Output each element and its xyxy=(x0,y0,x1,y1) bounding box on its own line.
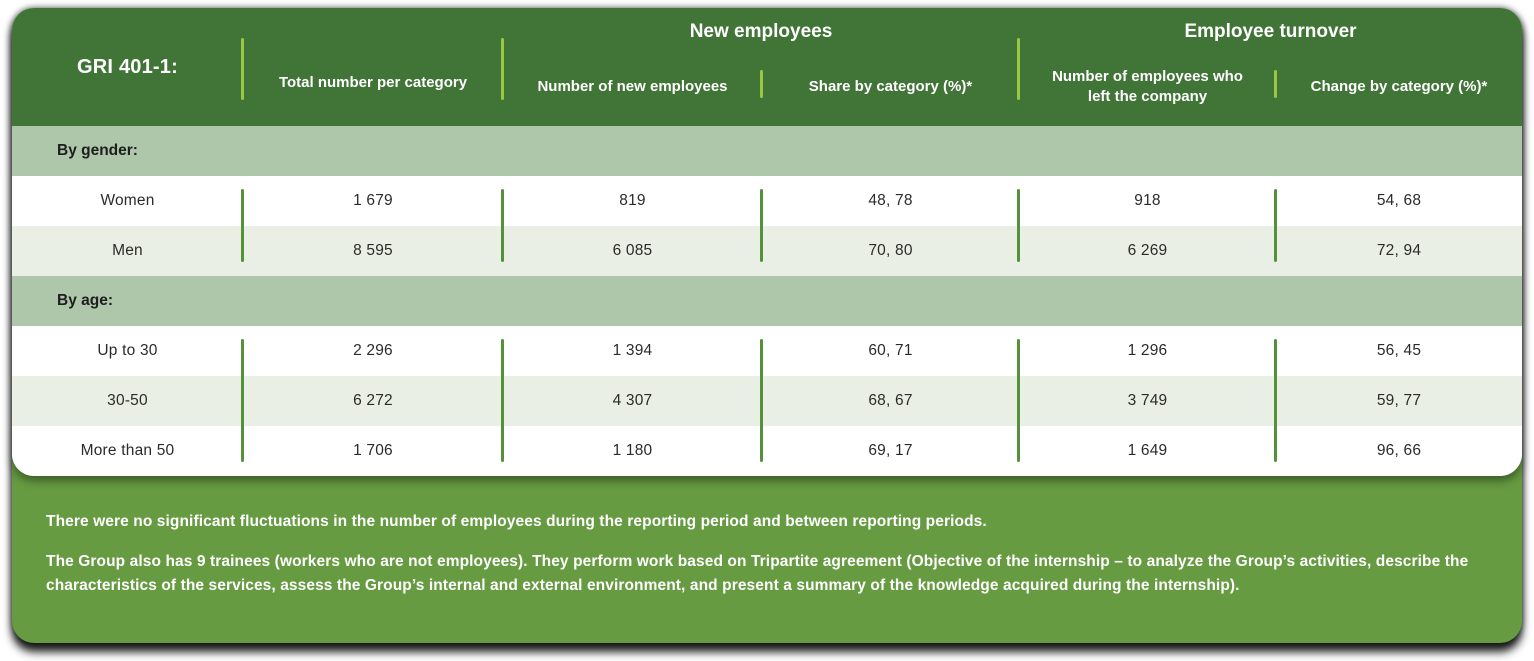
row-value-cell: 1 706 xyxy=(353,442,393,459)
note-paragraph: The Group also has 9 trainees (workers w… xyxy=(46,553,1469,594)
row-value-cell: 48, 78 xyxy=(868,192,913,209)
table-body: By gender: Women 1 679 819 48, 78 918 54, 68 Me… xyxy=(12,126,1522,476)
gri-401-1-panel: GRI 401-1: Total number per category New… xyxy=(12,8,1522,643)
body-column-divider xyxy=(501,339,504,462)
row-value-cell: 68, 67 xyxy=(868,392,913,409)
row-value-cell: 1 296 xyxy=(1127,342,1168,359)
body-column-divider xyxy=(760,189,763,262)
table-row: More than 50 1 706 1 180 69, 17 1 649 96, 66 xyxy=(12,426,1522,476)
body-column-divider xyxy=(760,339,763,462)
column-header-share-by-category: Share by category (%)* xyxy=(808,77,973,95)
column-header-employees-left-label: Number of employees who left the company xyxy=(1052,67,1243,105)
table-title: GRI 401-1: xyxy=(77,55,178,78)
row-value-cell: 4 307 xyxy=(612,392,653,409)
row-value-cell: 1 679 xyxy=(353,192,393,209)
row-value-cell: 1 649 xyxy=(1127,442,1168,459)
section-label: By age: xyxy=(57,292,113,309)
header-column-divider xyxy=(1274,70,1277,98)
row-value-cell: 72, 94 xyxy=(1376,242,1422,259)
note-paragraph: There were no significant fluctuations i… xyxy=(46,513,987,530)
row-category-cell: More than 50 xyxy=(80,442,175,459)
table-row: Up to 30 2 296 1 394 60, 71 1 296 56, 45 xyxy=(12,326,1522,376)
body-column-divider xyxy=(241,189,244,262)
header-column-divider xyxy=(760,70,763,98)
row-category-cell: Women xyxy=(100,192,155,209)
body-column-divider xyxy=(1017,189,1020,262)
group-header-new-employees: New employees xyxy=(689,21,833,42)
column-header-employees-left: Number of employees who left the company xyxy=(1019,58,1276,126)
header-column-divider xyxy=(501,38,504,100)
column-header-total: Total number per category xyxy=(278,73,468,91)
table-header: GRI 401-1: Total number per category New… xyxy=(12,8,1522,126)
column-header-change-by-category: Change by category (%)* xyxy=(1310,77,1488,95)
notes-section: There were no significant fluctuations i… xyxy=(12,476,1522,597)
table-row: Women 1 679 819 48, 78 918 54, 68 xyxy=(12,176,1522,226)
row-value-cell: 69, 17 xyxy=(868,442,913,459)
row-value-cell: 60, 71 xyxy=(868,342,913,359)
row-value-cell: 6 085 xyxy=(612,242,653,259)
table-row: Men 8 595 6 085 70, 80 6 269 72, 94 xyxy=(12,226,1522,276)
row-value-cell: 2 296 xyxy=(353,342,393,359)
header-column-divider xyxy=(1017,38,1020,100)
row-category-cell: Up to 30 xyxy=(97,342,158,359)
row-value-cell: 1 394 xyxy=(612,342,653,359)
row-value-cell: 6 269 xyxy=(1127,242,1168,259)
row-value-cell: 54, 68 xyxy=(1376,192,1422,209)
body-column-divider xyxy=(1274,339,1277,462)
row-value-cell: 3 749 xyxy=(1127,392,1168,409)
section-body: Up to 30 2 296 1 394 60, 71 1 296 56, 45 30-50… xyxy=(12,326,1522,476)
header-column-divider xyxy=(241,38,244,100)
row-value-cell: 819 xyxy=(619,192,646,209)
column-header-new-employees-number: Number of new employees xyxy=(537,77,728,95)
section-header-row: By gender: xyxy=(12,126,1522,176)
row-value-cell: 6 272 xyxy=(353,392,393,409)
row-value-cell: 96, 66 xyxy=(1376,442,1422,459)
body-column-divider xyxy=(501,189,504,262)
table-row: 30-50 6 272 4 307 68, 67 3 749 59, 77 xyxy=(12,376,1522,426)
body-column-divider xyxy=(1274,189,1277,262)
row-value-cell: 1 180 xyxy=(612,442,653,459)
section-label: By gender: xyxy=(57,142,138,159)
row-category-cell: 30-50 xyxy=(107,392,148,409)
row-value-cell: 70, 80 xyxy=(868,242,913,259)
row-category-cell: Men xyxy=(112,242,143,259)
body-column-divider xyxy=(1017,339,1020,462)
group-header-employee-turnover: Employee turnover xyxy=(1184,21,1357,42)
row-value-cell: 59, 77 xyxy=(1376,392,1422,409)
section-header-row: By age: xyxy=(12,276,1522,326)
row-value-cell: 56, 45 xyxy=(1376,342,1422,359)
gri-401-1-table: GRI 401-1: Total number per category New… xyxy=(12,8,1522,476)
body-column-divider xyxy=(241,339,244,462)
row-value-cell: 8 595 xyxy=(353,242,393,259)
row-value-cell: 918 xyxy=(1134,192,1161,209)
section-body: Women 1 679 819 48, 78 918 54, 68 Men 8 595 6 08… xyxy=(12,176,1522,276)
